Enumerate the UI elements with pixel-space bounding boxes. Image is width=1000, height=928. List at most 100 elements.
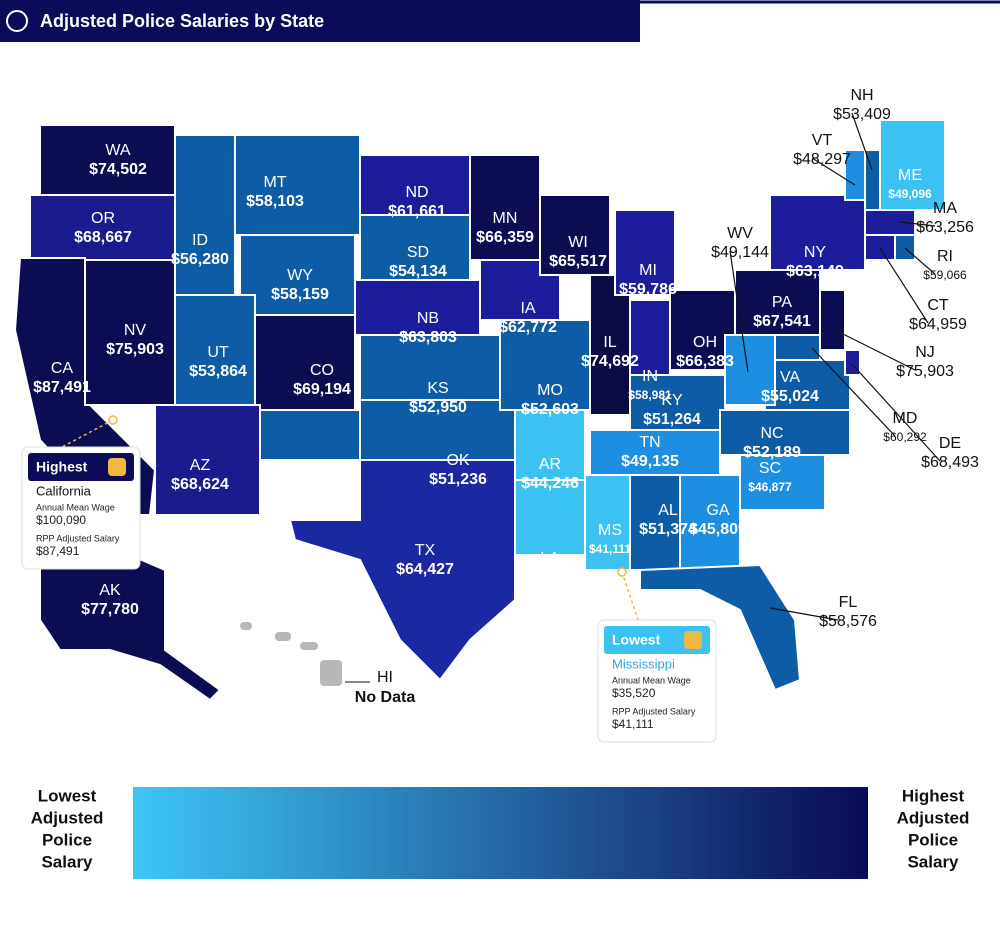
state-abbr: VT [812,132,833,149]
labels: WA $74,502 OR $68,667 CA $87,491 NV $75,903 ID $5… [21,87,979,743]
state-abbr: MD [893,410,918,427]
legend-label: Salary [41,852,93,871]
state-salary: $68,493 [921,454,979,471]
callout-label: Annual Mean Wage [612,675,691,685]
state-salary: $65,517 [549,253,607,270]
state-abbr: OH [693,334,717,351]
state [234,134,361,236]
state-salary: $63,803 [399,329,457,346]
callout-heading-bar [604,626,710,654]
state-salary: $53,409 [833,106,891,123]
legend-label: Adjusted [897,808,970,827]
callout-heading: Lowest [612,632,661,648]
hawaii-island [275,632,291,641]
state-abbr: ND [405,184,428,201]
state-salary: $87,491 [33,379,91,396]
callout-connector [621,571,639,621]
header-bar [0,0,640,42]
legend-gradient [133,787,868,879]
state-salary: $45,809 [689,521,747,538]
state-abbr: IN [642,368,658,385]
state-abbr: KY [661,392,683,409]
state [774,334,821,361]
state-salary: $66,383 [676,353,734,370]
state-abbr: OK [446,452,469,469]
state-abbr: IA [520,300,535,317]
state-salary: $52,603 [521,401,579,418]
state-abbr: TX [415,542,436,559]
leader-line [851,112,873,171]
state [39,553,222,702]
map [13,119,946,702]
callout-connector [61,419,114,448]
state-abbr: NC [760,425,783,442]
state-salary: $63,149 [786,263,844,280]
state-salary: $59,066 [923,268,967,282]
state-salary: $74,692 [581,353,639,370]
state-salary: $55,024 [761,388,819,405]
state-salary: $66,359 [476,229,534,246]
state [844,349,861,376]
state-salary: $52,950 [409,399,467,416]
hawaii-note: No Data [355,689,416,706]
state [769,194,866,271]
hawaii-island [240,622,252,630]
state-salary: $52,189 [743,444,801,461]
state-salary: $49,144 [711,244,769,261]
state-salary: $55,897 [271,481,329,498]
legend-label: Highest [902,786,965,805]
state-salary: $77,780 [81,601,139,618]
state-salary: $51,236 [429,471,487,488]
state-salary: $59,786 [619,281,677,298]
leader-line [811,347,896,437]
state [259,409,361,461]
state [819,289,846,351]
state-abbr: VA [780,369,800,386]
state [154,404,261,516]
legend-label: Police [908,830,958,849]
callout-label: RPP Adjusted Salary [612,706,696,716]
state-salary: $43,861 [521,569,579,586]
state-abbr: MO [537,382,563,399]
state-abbr: CA [51,360,74,377]
state-abbr: FL [839,594,858,611]
state-abbr: OR [91,210,115,227]
badge-icon [108,458,126,476]
state-abbr: MA [933,200,957,217]
header-icon [6,10,28,32]
state-salary: $49,096 [888,187,932,201]
leader-line [834,329,916,371]
state-abbr: KS [427,380,448,397]
leader-line [879,247,929,324]
callout-value: $41,111 [612,717,654,731]
state-salary: $63,256 [916,219,974,236]
callout-label: RPP Adjusted Salary [36,533,120,543]
state-abbr: WV [727,225,753,242]
state-salary: $64,959 [909,316,967,333]
callout-label: Annual Mean Wage [36,502,115,512]
state-salary: $51,374 [639,521,697,538]
state-abbr: ME [898,167,922,184]
state-salary: $60,292 [883,430,927,444]
callout-value: $35,520 [612,686,656,700]
state-salary: $41,111 [589,542,631,556]
leader-line [769,607,839,621]
state-abbr: PA [772,294,792,311]
state-salary: $56,280 [171,251,229,268]
state [894,234,916,261]
state-abbr: WY [287,267,313,284]
state-abbr: AK [99,582,121,599]
state-salary: $44,246 [521,475,579,492]
state-abbr: UT [207,344,229,361]
state-salary: $49,135 [621,453,679,470]
state-abbr: AR [539,456,561,473]
state [864,149,881,211]
hawaii-island [320,660,342,686]
state [864,234,896,261]
callout-value: $87,491 [36,544,80,558]
title: Adjusted Police Salaries by State [40,11,324,31]
state-salary: $69,194 [293,381,351,398]
state-abbr: AL [658,502,678,519]
legend-label: Lowest [38,786,97,805]
